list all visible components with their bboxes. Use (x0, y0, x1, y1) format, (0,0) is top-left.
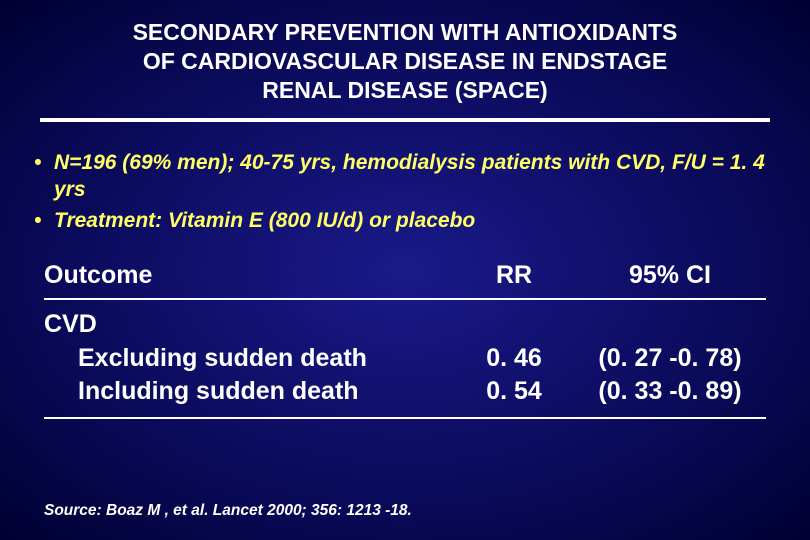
cell-ci: (0. 33 -0. 89) (574, 375, 766, 409)
bullet-text: Treatment: Vitamin E (800 IU/d) or place… (54, 208, 778, 235)
source-citation: Source: Boaz M , et al. Lancet 2000; 356… (44, 502, 412, 520)
table-row: CVD (44, 308, 766, 342)
header-ci: 95% CI (574, 261, 766, 296)
bullet-list: • N=196 (69% men); 40-75 yrs, hemodialys… (32, 150, 778, 235)
table-header-underline (44, 298, 766, 300)
cell-outcome: Excluding sudden death (44, 342, 454, 376)
table-header-row: Outcome RR 95% CI (44, 261, 766, 296)
cell-ci: (0. 27 -0. 78) (574, 342, 766, 376)
header-outcome: Outcome (44, 261, 454, 296)
bullet-item: • N=196 (69% men); 40-75 yrs, hemodialys… (32, 150, 778, 204)
table-row: Excluding sudden death 0. 46 (0. 27 -0. … (44, 342, 766, 376)
title-line-2: OF CARDIOVASCULAR DISEASE IN ENDSTAGE (60, 47, 750, 76)
cell-outcome: Including sudden death (44, 375, 454, 409)
bullet-dot-icon: • (32, 208, 54, 235)
cell-outcome: CVD (44, 308, 454, 342)
bullet-dot-icon: • (32, 150, 54, 204)
bullet-text: N=196 (69% men); 40-75 yrs, hemodialysis… (54, 150, 778, 204)
slide-title: SECONDARY PREVENTION WITH ANTIOXIDANTS O… (0, 0, 810, 104)
table-row: Including sudden death 0. 54 (0. 33 -0. … (44, 375, 766, 409)
cell-rr: 0. 54 (454, 375, 574, 409)
results-table: Outcome RR 95% CI CVD Excluding sudden d… (44, 261, 766, 419)
table-body-underline (44, 417, 766, 419)
header-rr: RR (454, 261, 574, 296)
bullet-item: • Treatment: Vitamin E (800 IU/d) or pla… (32, 208, 778, 235)
title-line-1: SECONDARY PREVENTION WITH ANTIOXIDANTS (60, 18, 750, 47)
cell-rr: 0. 46 (454, 342, 574, 376)
title-line-3: RENAL DISEASE (SPACE) (60, 76, 750, 105)
title-underline (40, 118, 770, 122)
